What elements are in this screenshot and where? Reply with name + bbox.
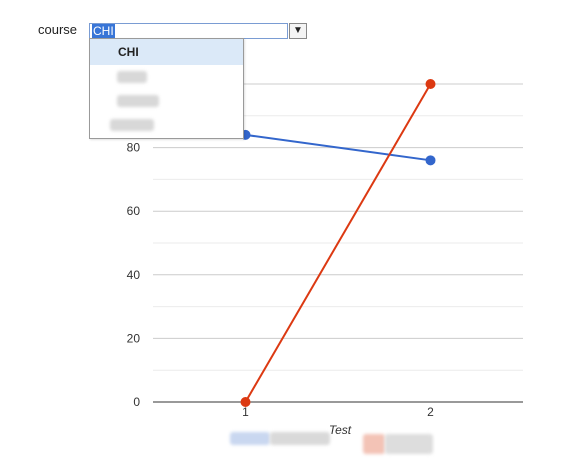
y-tick-label: 40: [127, 268, 141, 282]
x-tick-label: 1: [242, 405, 249, 419]
dropdown-option-label: CHI: [118, 45, 139, 59]
y-tick-label: 60: [127, 204, 141, 218]
redacted-option-text: [117, 71, 147, 83]
course-filter-label: course: [38, 22, 78, 37]
course-input-value: CHI: [92, 24, 115, 38]
y-tick-label: 80: [127, 141, 141, 155]
legend-blur-4: [385, 434, 433, 454]
course-input[interactable]: CHI: [89, 23, 288, 39]
dropdown-toggle-button[interactable]: ▼: [289, 23, 307, 39]
course-dropdown-list[interactable]: CHI: [89, 38, 244, 139]
data-point[interactable]: [240, 397, 251, 407]
legend-blur-1: [230, 432, 270, 445]
chevron-down-icon: ▼: [293, 25, 303, 36]
x-axis-title: Test: [329, 423, 352, 437]
legend-blur-3: [363, 434, 385, 454]
data-point[interactable]: [425, 155, 436, 166]
legend[interactable]: [230, 432, 433, 454]
x-tick-label: 2: [427, 405, 434, 419]
redacted-option-text: [117, 95, 159, 107]
y-axis-ticks: 0 20 40 60 80: [127, 141, 141, 409]
series-line-2: [244, 83, 432, 403]
series-line-1: [245, 133, 431, 162]
data-point[interactable]: [425, 79, 436, 89]
redacted-option-text: [110, 119, 154, 131]
dropdown-option-2[interactable]: [90, 65, 243, 91]
course-combobox[interactable]: CHI ▼: [89, 23, 307, 39]
y-tick-label: 20: [127, 331, 141, 345]
dropdown-option-chi[interactable]: CHI: [90, 39, 243, 65]
dropdown-option-3[interactable]: [90, 89, 243, 115]
dropdown-option-4[interactable]: [90, 113, 243, 139]
legend-blur-2: [270, 432, 330, 445]
y-tick-label: 0: [133, 395, 140, 409]
